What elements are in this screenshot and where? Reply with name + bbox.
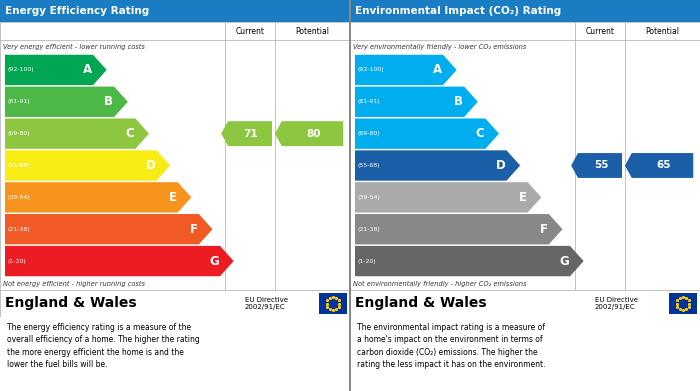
Text: (92-100): (92-100) <box>358 67 384 72</box>
Text: (39-54): (39-54) <box>358 195 381 200</box>
Text: G: G <box>559 255 569 267</box>
Text: A: A <box>83 63 92 76</box>
Text: EU Directive
2002/91/EC: EU Directive 2002/91/EC <box>595 297 638 310</box>
Text: (92-100): (92-100) <box>8 67 34 72</box>
Text: B: B <box>454 95 463 108</box>
Text: 65: 65 <box>657 160 671 170</box>
Polygon shape <box>355 214 563 244</box>
Text: C: C <box>125 127 134 140</box>
Text: 80: 80 <box>307 129 321 139</box>
Text: Potential: Potential <box>645 27 680 36</box>
Text: F: F <box>540 223 548 236</box>
Text: Current: Current <box>585 27 615 36</box>
Text: D: D <box>496 159 505 172</box>
Text: The environmental impact rating is a measure of
a home's impact on the environme: The environmental impact rating is a mea… <box>357 323 545 369</box>
Bar <box>669 293 697 314</box>
Text: EU Directive
2002/91/EC: EU Directive 2002/91/EC <box>245 297 288 310</box>
Text: Current: Current <box>235 27 265 36</box>
Text: (81-91): (81-91) <box>358 99 381 104</box>
Polygon shape <box>5 246 234 276</box>
Text: (69-80): (69-80) <box>358 131 381 136</box>
Text: Not energy efficient - higher running costs: Not energy efficient - higher running co… <box>3 280 145 287</box>
Polygon shape <box>221 121 272 146</box>
Polygon shape <box>625 153 693 178</box>
Polygon shape <box>275 121 343 146</box>
Polygon shape <box>355 55 456 85</box>
Text: England & Wales: England & Wales <box>5 296 136 310</box>
Polygon shape <box>355 182 541 213</box>
Text: (1-20): (1-20) <box>358 258 377 264</box>
Text: The energy efficiency rating is a measure of the
overall efficiency of a home. T: The energy efficiency rating is a measur… <box>7 323 199 369</box>
Text: C: C <box>475 127 484 140</box>
Text: A: A <box>433 63 442 76</box>
Polygon shape <box>5 118 149 149</box>
Text: D: D <box>146 159 155 172</box>
Polygon shape <box>5 87 128 117</box>
Text: Environmental Impact (CO₂) Rating: Environmental Impact (CO₂) Rating <box>355 6 561 16</box>
Text: (81-91): (81-91) <box>8 99 31 104</box>
Text: E: E <box>169 191 176 204</box>
Polygon shape <box>571 153 622 178</box>
Text: Very environmentally friendly - lower CO₂ emissions: Very environmentally friendly - lower CO… <box>353 44 526 50</box>
Text: 71: 71 <box>244 129 258 139</box>
Text: England & Wales: England & Wales <box>355 296 486 310</box>
Text: B: B <box>104 95 113 108</box>
Text: Potential: Potential <box>295 27 330 36</box>
Text: Not environmentally friendly - higher CO₂ emissions: Not environmentally friendly - higher CO… <box>353 280 526 287</box>
Polygon shape <box>5 150 170 181</box>
Text: (21-38): (21-38) <box>8 227 31 232</box>
Text: (55-68): (55-68) <box>8 163 31 168</box>
Text: (1-20): (1-20) <box>8 258 27 264</box>
Text: (69-80): (69-80) <box>8 131 31 136</box>
Polygon shape <box>5 214 213 244</box>
Text: Energy Efficiency Rating: Energy Efficiency Rating <box>6 6 150 16</box>
Text: F: F <box>190 223 198 236</box>
Text: E: E <box>519 191 526 204</box>
Polygon shape <box>355 246 584 276</box>
Text: (55-68): (55-68) <box>358 163 381 168</box>
Polygon shape <box>5 55 106 85</box>
Polygon shape <box>355 87 478 117</box>
Bar <box>319 293 347 314</box>
Polygon shape <box>5 182 191 213</box>
Polygon shape <box>355 150 520 181</box>
Text: (39-54): (39-54) <box>8 195 31 200</box>
Text: (21-38): (21-38) <box>358 227 381 232</box>
Text: 55: 55 <box>594 160 608 170</box>
Text: G: G <box>209 255 219 267</box>
Polygon shape <box>355 118 499 149</box>
Text: Very energy efficient - lower running costs: Very energy efficient - lower running co… <box>3 44 145 50</box>
